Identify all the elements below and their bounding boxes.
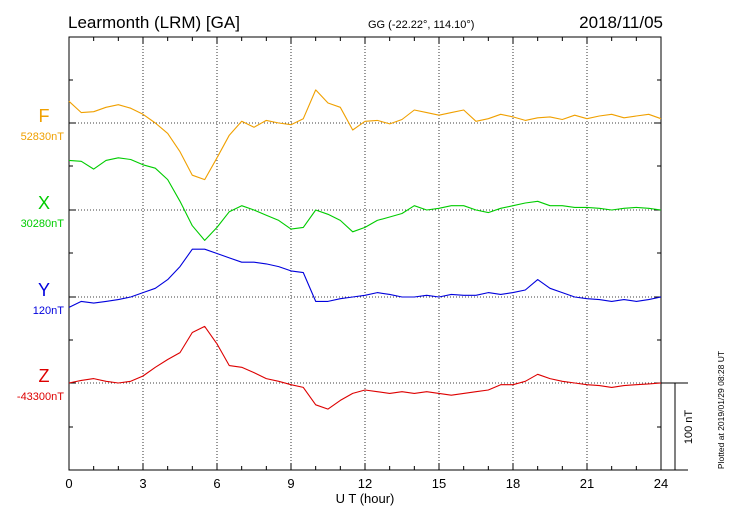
series-line-y [68,248,662,308]
x-tick-label: 12 [358,476,372,491]
series-baseline-f: 52830nT [21,131,65,143]
series-labels: F 52830nT X 30280nT Y 120nT Z -43300nT [17,106,64,403]
series-baseline-y: 120nT [33,305,64,317]
series-name-f: F [39,106,50,126]
x-tick-label: 3 [139,476,146,491]
axis-ticks: 0 3 6 9 12 15 18 21 24 [65,37,668,491]
gridlines [69,37,661,470]
series-baseline-x: 30280nT [21,218,65,230]
coordinates-label: GG (-22.22°, 114.10°) [368,19,474,31]
series-line-z [68,325,662,410]
series-name-x: X [38,193,50,213]
x-tick-label: 9 [287,476,294,491]
x-tick-label: 21 [580,476,594,491]
plotted-timestamp: Plotted at 2019/01/29 08:28 UT [716,351,726,469]
series-line-x [68,157,662,241]
series-baseline-z: -43300nT [17,391,64,403]
series-name-y: Y [38,280,50,300]
x-tick-label: 24 [654,476,668,491]
scale-bar-label: 100 nT [683,410,695,445]
station-title: Learmonth (LRM) [GA] [68,13,240,32]
date-label: 2018/11/05 [579,13,663,32]
x-axis-label: U T (hour) [336,491,395,506]
x-tick-label: 18 [506,476,520,491]
x-tick-label: 15 [432,476,446,491]
series-lines [68,89,662,410]
x-tick-label: 0 [65,476,72,491]
series-name-z: Z [39,366,50,386]
series-line-f [68,89,662,181]
x-tick-label: 6 [213,476,220,491]
scale-bar: 100 nT [661,382,695,471]
